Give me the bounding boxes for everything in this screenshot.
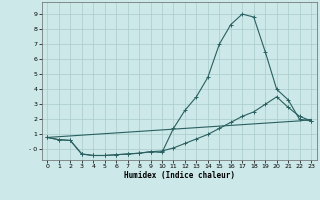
- X-axis label: Humidex (Indice chaleur): Humidex (Indice chaleur): [124, 171, 235, 180]
